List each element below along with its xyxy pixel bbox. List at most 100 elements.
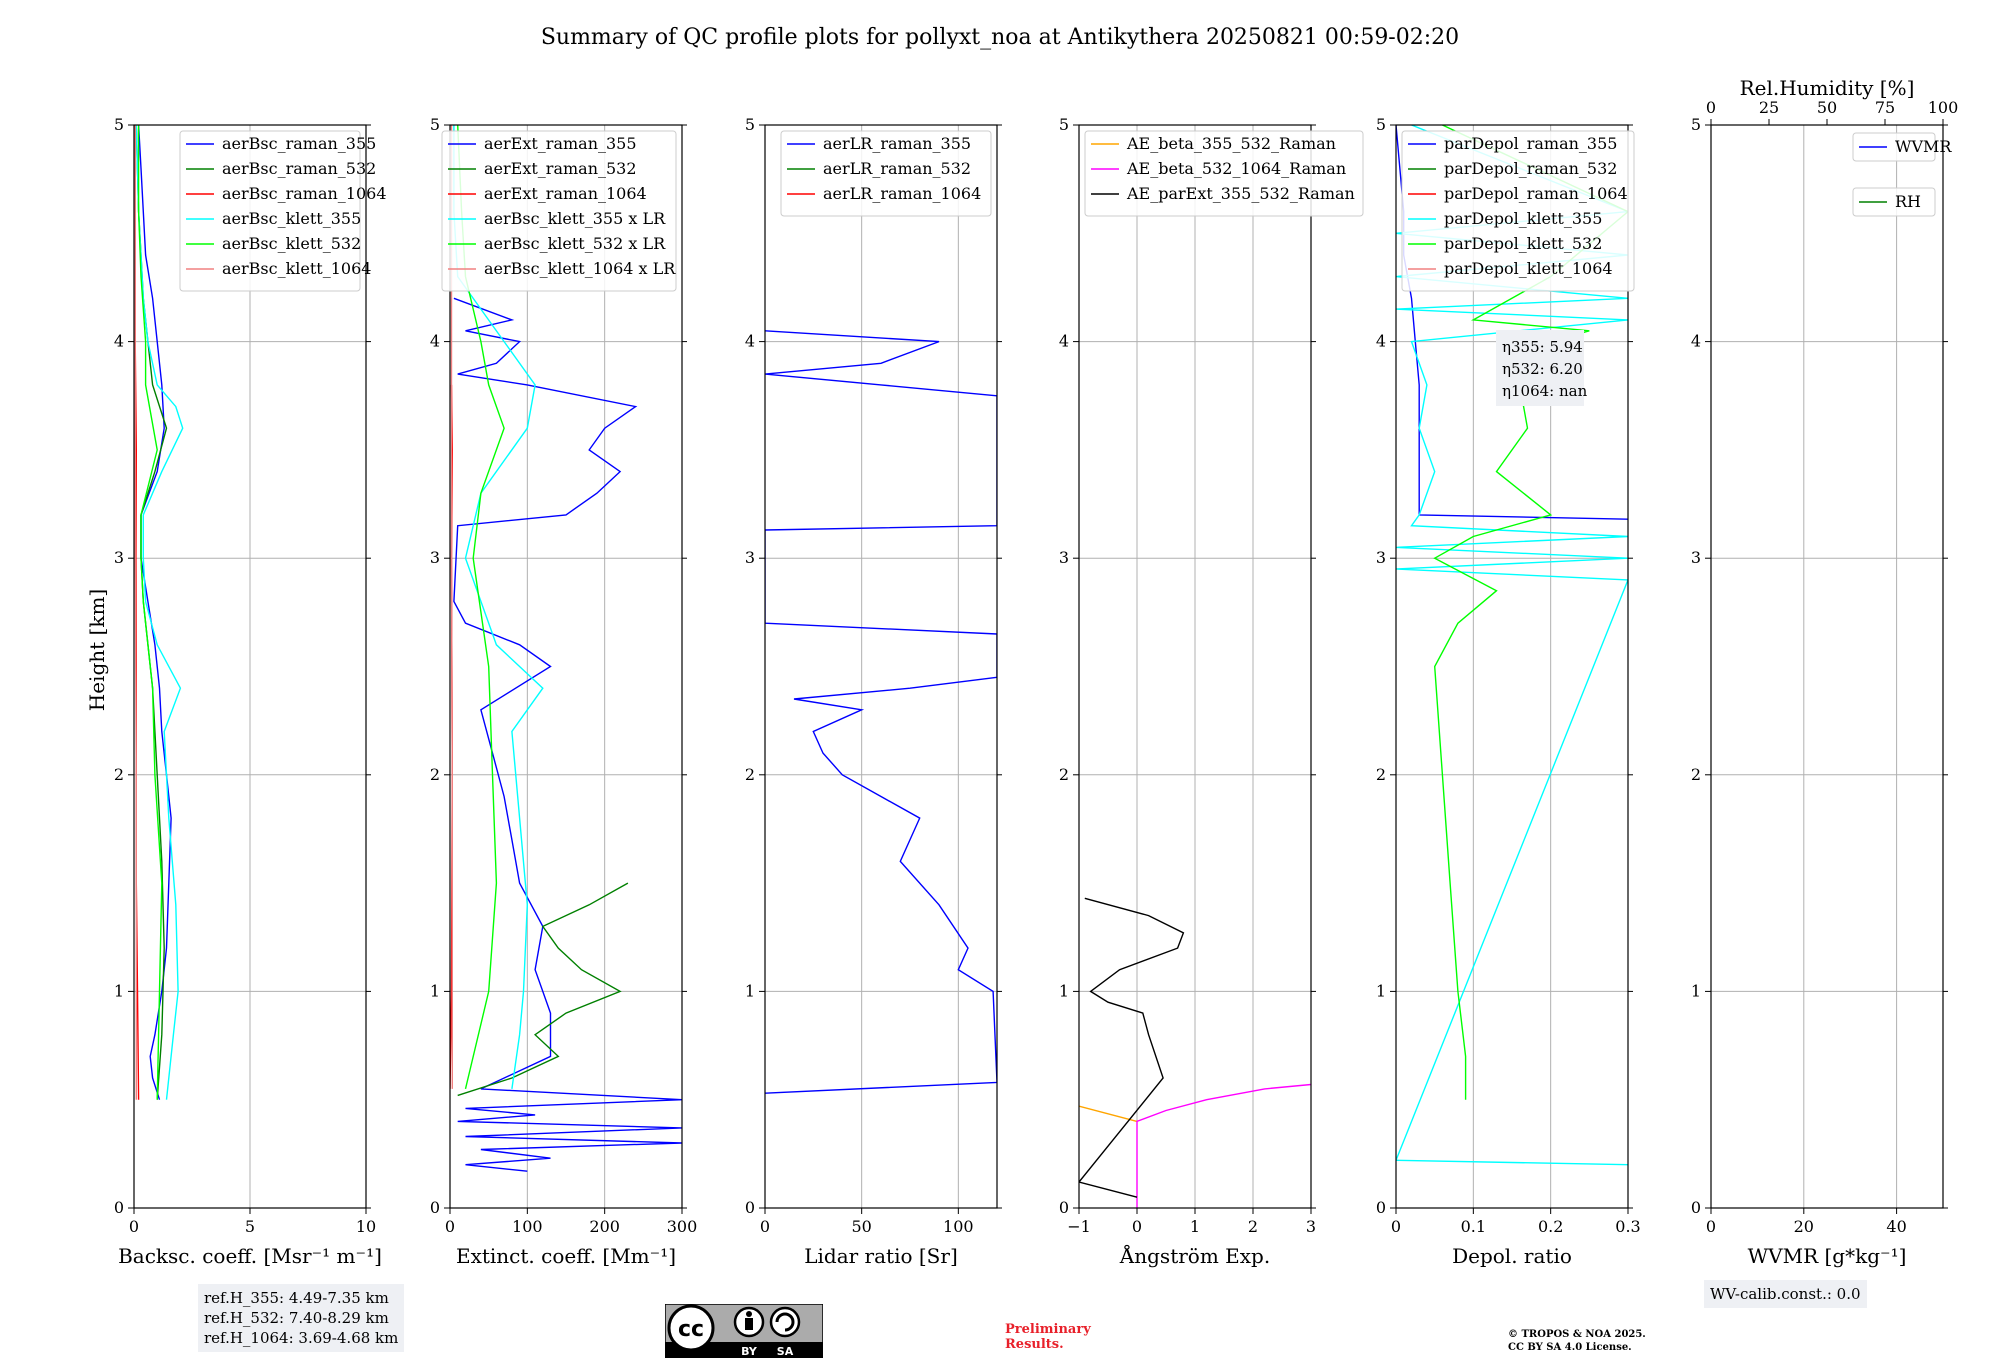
cc-by-label: BY [741, 1345, 758, 1358]
legend-entry: parDepol_raman_355 [1444, 134, 1617, 153]
y-tick-label: 4 [114, 332, 124, 351]
top-tick-label: 100 [1928, 98, 1959, 117]
series-line-aerBsc_klett_1064 [134, 125, 138, 1100]
y-tick-label: 0 [1376, 1198, 1386, 1217]
axes-frame [1710, 124, 1944, 1209]
x-tick-label: 0 [129, 1217, 139, 1236]
panel-3: 0 50 100 0 1 2 3 4 5 Lidar ratio [Sr] aerLR_raman_… [745, 115, 1002, 1268]
panels: 0 5 100 1 2 3 4 5 Backsc. coeff. [Msr⁻¹ m⁻¹] aerB… [114, 76, 1958, 1268]
legend-box [1084, 130, 1364, 217]
series-line-aerLR_raman_355 [765, 330, 997, 1094]
x-axis-label: Backsc. coeff. [Msr⁻¹ m⁻¹] [118, 1244, 382, 1268]
y-tick-label: 0 [1691, 1198, 1701, 1217]
ref-height-532: ref.H_532: 7.40-8.29 km [204, 1309, 389, 1327]
legend-box [780, 130, 992, 217]
y-tick-label: 3 [1376, 548, 1386, 567]
series-line-AE_beta_532_1064_Raman [1136, 1083, 1311, 1208]
x-tick-label: 300 [667, 1217, 698, 1236]
x-tick-label: 50 [851, 1217, 871, 1236]
svg-text:cc: cc [678, 1317, 704, 1342]
y-tick-label: 0 [114, 1198, 124, 1217]
x-tick-label: 0 [760, 1217, 770, 1236]
copyright-line-2: CC BY SA 4.0 License. [1508, 1342, 1632, 1353]
y-tick-label: 4 [1059, 332, 1069, 351]
x-tick-label: −1 [1067, 1217, 1091, 1236]
x-tick-label: 0.3 [1615, 1217, 1640, 1236]
figure-title: Summary of QC profile plots for pollyxt_… [541, 25, 1459, 50]
legend-entry: RH [1895, 192, 1921, 211]
axes-frame [449, 124, 683, 1209]
series-line-AE_beta_355_532_Raman [1079, 1105, 1138, 1123]
eta-annotation: η1064: nan [1502, 382, 1588, 400]
legend-box [1852, 187, 1936, 217]
series-line-aerBsc_klett_1064 x LR [450, 125, 453, 1089]
top-tick-label: 25 [1759, 98, 1779, 117]
legend-entry: aerLR_raman_1064 [823, 184, 981, 203]
panel-6: 0 20 40 0 1 2 3 4 5 WVMR [g*kg⁻¹] 0 25 50 75 100 Rel.Hu… [1691, 76, 1958, 1268]
panel-1: 0 5 10 0 1 2 3 4 5 Backsc. coeff. [Msr⁻¹ m⁻¹] aerB… [114, 115, 387, 1268]
legend-entry: AE_parExt_355_532_Raman [1126, 184, 1355, 203]
y-tick-label: 3 [114, 548, 124, 567]
series-group [134, 125, 184, 1100]
x-tick-label: 40 [1886, 1217, 1906, 1236]
legend-entry: aerExt_raman_532 [484, 159, 637, 178]
y-tick-label: 4 [745, 332, 755, 351]
series-group [765, 330, 997, 1094]
x-tick-label: 0 [1706, 1217, 1716, 1236]
y-tick-label: 4 [1691, 332, 1701, 351]
series-line-aerBsc_raman_355 [137, 125, 172, 1100]
y-tick-label: 5 [430, 115, 440, 134]
y-tick-label: 2 [1691, 765, 1701, 784]
legend-entry: aerLR_raman_532 [823, 159, 971, 178]
panel-5: 0 0.1 0.2 0.3 0 1 2 3 4 5 Depol. ratio parDepol_ram… [1376, 115, 1641, 1268]
legend-entry: aerBsc_klett_532 [222, 234, 361, 253]
y-tick-label: 5 [1691, 115, 1701, 134]
x-tick-label: 20 [1794, 1217, 1814, 1236]
axes-frame [764, 124, 998, 1209]
y-tick-label: 2 [114, 765, 124, 784]
legend-box [179, 130, 361, 292]
x-tick-label: 2 [1248, 1217, 1258, 1236]
legend-entry: aerBsc_klett_532 x LR [484, 234, 666, 253]
series-line-parDepol_klett_532 [1433, 125, 1628, 1100]
legend-entry: aerBsc_raman_355 [222, 134, 376, 153]
x-axis-label: Extinct. coeff. [Mm⁻¹] [456, 1244, 676, 1268]
y-tick-label: 3 [1059, 548, 1069, 567]
y-tick-label: 5 [1059, 115, 1069, 134]
series-line-aerExt_raman_355 [453, 297, 682, 1172]
y-tick-label: 3 [745, 548, 755, 567]
x-axis-label: Lidar ratio [Sr] [804, 1244, 958, 1268]
legend-entry: aerExt_raman_1064 [484, 184, 647, 203]
preliminary-note: Preliminary Results. [1005, 1322, 1091, 1352]
y-tick-label: 0 [1059, 1198, 1069, 1217]
eta-annotation: η355: 5.94 [1502, 338, 1583, 356]
y-tick-label: 2 [1059, 765, 1069, 784]
y-tick-label: 0 [745, 1198, 755, 1217]
x-axis-label: Depol. ratio [1452, 1244, 1572, 1268]
legend-entry: parDepol_klett_355 [1444, 209, 1602, 228]
legend-entry: AE_beta_355_532_Raman [1126, 134, 1336, 153]
y-tick-label: 5 [1376, 115, 1386, 134]
x-tick-label: 100 [512, 1217, 543, 1236]
x-axis-label: Ångström Exp. [1119, 1243, 1270, 1268]
top-axis-label: Rel.Humidity [%] [1740, 76, 1915, 100]
series-line-aerBsc_klett_355 [135, 125, 184, 1100]
y-tick-label: 3 [430, 548, 440, 567]
panel-2: 0 100 200 300 0 1 2 3 4 5 Extinct. coeff. [Mm⁻¹] ae… [430, 115, 697, 1268]
legend-entry: aerBsc_klett_355 [222, 209, 361, 228]
copyright-note: © TROPOS & NOA 2025. CC BY SA 4.0 Licens… [1508, 1328, 1646, 1354]
legend-entry: parDepol_raman_532 [1444, 159, 1617, 178]
y-tick-label: 1 [430, 981, 440, 1000]
x-tick-label: 200 [589, 1217, 620, 1236]
x-tick-label: 3 [1306, 1217, 1316, 1236]
y-tick-label: 3 [1691, 548, 1701, 567]
x-tick-label: 0 [1132, 1217, 1142, 1236]
x-tick-label: 100 [943, 1217, 974, 1236]
x-tick-label: 0.1 [1461, 1217, 1486, 1236]
x-axis-label: WVMR [g*kg⁻¹] [1748, 1244, 1907, 1268]
legend-entry: aerBsc_klett_355 x LR [484, 209, 666, 228]
series-line-aerExt_raman_532 [457, 882, 629, 1097]
top-tick-label: 75 [1875, 98, 1895, 117]
x-tick-label: 0.2 [1538, 1217, 1563, 1236]
